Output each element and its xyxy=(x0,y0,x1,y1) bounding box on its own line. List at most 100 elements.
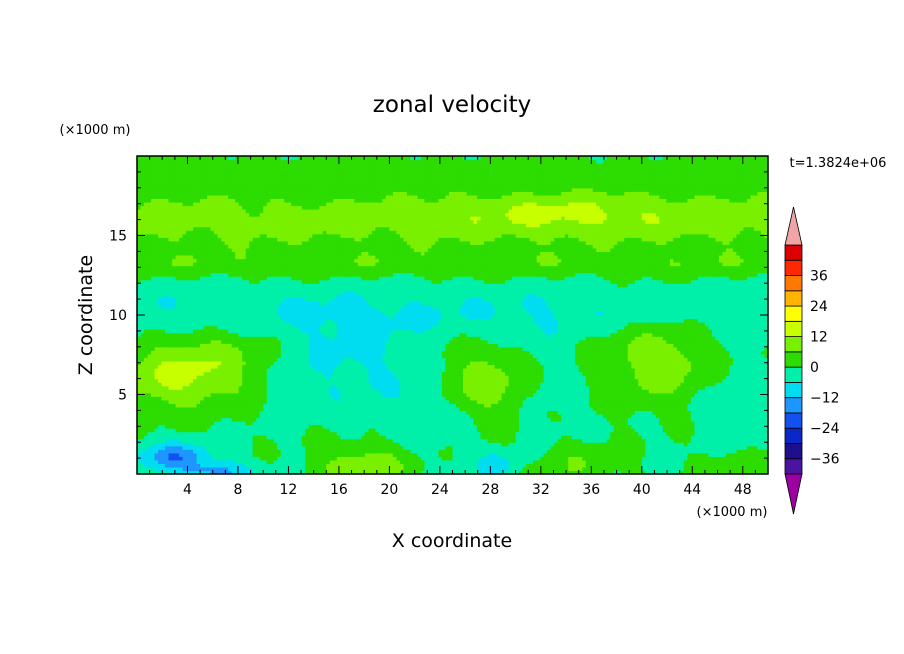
heatmap-cell xyxy=(207,466,212,472)
heatmap-cell xyxy=(182,410,187,415)
heatmap-cell xyxy=(378,435,383,440)
heatmap-cell xyxy=(694,463,699,468)
heatmap-cell xyxy=(364,435,369,440)
heatmap-cell xyxy=(452,428,457,433)
heatmap-cell xyxy=(704,421,710,426)
heatmap-cell xyxy=(207,378,212,383)
heatmap-cell xyxy=(420,424,426,429)
heatmap-cell xyxy=(687,438,692,443)
heatmap-cell xyxy=(396,375,401,380)
heatmap-cell xyxy=(214,466,219,472)
heatmap-cell xyxy=(410,389,415,394)
heatmap-cell xyxy=(277,449,282,454)
heatmap-cell xyxy=(557,449,562,454)
heatmap-cell xyxy=(694,459,699,464)
heatmap-cell xyxy=(252,456,257,461)
heatmap-cell xyxy=(687,466,692,472)
heatmap-cell xyxy=(547,392,552,397)
heatmap-cell xyxy=(550,449,555,454)
heatmap-cell xyxy=(186,449,191,454)
heatmap-cell xyxy=(582,456,587,461)
heatmap-cell xyxy=(557,375,562,380)
heatmap-cell xyxy=(294,378,299,383)
heatmap-cell xyxy=(764,417,768,422)
heatmap-cell xyxy=(448,392,454,397)
heatmap-cell xyxy=(477,410,482,415)
heatmap-cell xyxy=(589,392,594,397)
heatmap-cell xyxy=(473,459,478,464)
heatmap-cell xyxy=(410,452,415,457)
heatmap-cell xyxy=(256,466,261,472)
heatmap-cell xyxy=(235,424,240,429)
heatmap-cell xyxy=(406,466,412,472)
heatmap-cell xyxy=(512,438,517,443)
heatmap-cell xyxy=(287,389,292,394)
heatmap-cell xyxy=(452,435,457,440)
heatmap-cell xyxy=(557,382,562,387)
heatmap-cell xyxy=(368,396,373,401)
heatmap-cell xyxy=(522,428,527,433)
heatmap-cell xyxy=(343,413,348,419)
heatmap-cell xyxy=(508,399,513,404)
heatmap-cell xyxy=(463,435,468,440)
heatmap-cell xyxy=(406,378,412,383)
heatmap-cell xyxy=(484,382,489,387)
heatmap-cell xyxy=(438,421,443,426)
heatmap-cell xyxy=(441,417,447,422)
heatmap-cell xyxy=(203,417,208,422)
heatmap-cell xyxy=(245,403,250,408)
heatmap-cell xyxy=(438,385,443,390)
heatmap-cell xyxy=(655,466,660,472)
heatmap-cell xyxy=(410,431,415,436)
heatmap-cell xyxy=(144,413,149,419)
heatmap-cell xyxy=(470,463,475,468)
heatmap-cell xyxy=(305,449,310,454)
heatmap-cell xyxy=(189,406,194,411)
heatmap-cell xyxy=(568,456,573,461)
heatmap-cell xyxy=(249,413,254,419)
heatmap-cell xyxy=(645,396,650,401)
heatmap-cell xyxy=(680,385,685,390)
heatmap-cell xyxy=(137,410,142,415)
heatmap-cell xyxy=(431,424,436,429)
heatmap-cell xyxy=(224,431,229,436)
heatmap-cell xyxy=(512,421,517,426)
heatmap-cell xyxy=(701,435,706,440)
heatmap-cell xyxy=(718,385,724,390)
heatmap-cell xyxy=(287,428,292,433)
heatmap-cell xyxy=(168,431,173,436)
heatmap-cell xyxy=(424,382,429,387)
heatmap-cell xyxy=(151,428,156,433)
heatmap-cell xyxy=(561,385,566,390)
heatmap-cell xyxy=(312,382,317,387)
heatmap-cell xyxy=(448,428,454,433)
heatmap-cell xyxy=(312,459,317,464)
heatmap-cell xyxy=(603,406,608,411)
heatmap-cell xyxy=(669,459,674,464)
heatmap-cell xyxy=(161,442,166,447)
heatmap-cell xyxy=(371,459,376,464)
heatmap-cell xyxy=(368,413,373,419)
heatmap-cell xyxy=(427,382,433,387)
heatmap-cell xyxy=(245,470,250,474)
heatmap-cell xyxy=(238,392,243,397)
heatmap-cell xyxy=(217,399,222,404)
heatmap-cell xyxy=(505,470,510,474)
heatmap-cell xyxy=(676,406,681,411)
heatmap-cell xyxy=(368,421,373,426)
heatmap-cell xyxy=(501,375,506,380)
heatmap-cell xyxy=(193,470,198,474)
heatmap-cell xyxy=(161,466,166,472)
heatmap-cell xyxy=(179,456,184,461)
heatmap-cell xyxy=(200,428,205,433)
heatmap-cell xyxy=(739,399,745,404)
heatmap-cell xyxy=(701,466,706,472)
heatmap-cell xyxy=(753,389,759,394)
heatmap-cell xyxy=(750,382,755,387)
heatmap-cell xyxy=(578,389,583,394)
heatmap-cell xyxy=(473,396,478,401)
heatmap-cell xyxy=(270,421,275,426)
heatmap-cell xyxy=(385,406,390,411)
heatmap-cell xyxy=(361,424,366,429)
heatmap-cell xyxy=(701,428,706,433)
